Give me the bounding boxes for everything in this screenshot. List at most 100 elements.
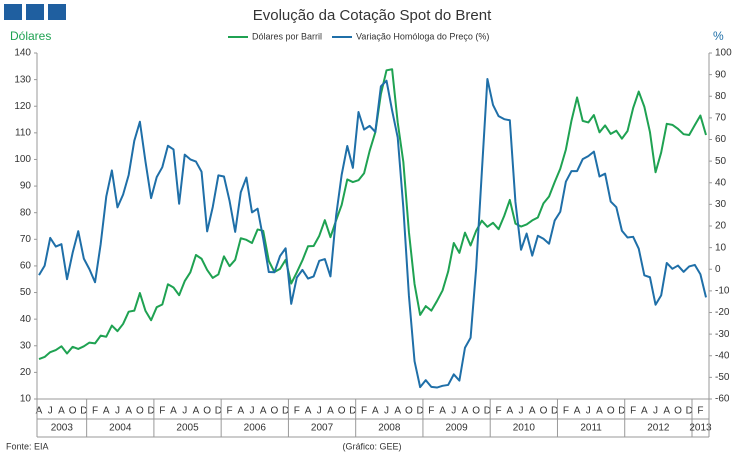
y2-tick-label: 80 — [715, 91, 727, 102]
x-tick-label: A — [305, 406, 312, 417]
chart-title: Evolução da Cotação Spot do Brent — [253, 7, 492, 24]
x-tick-label: F — [697, 406, 703, 417]
x-tick-label: A — [439, 406, 446, 417]
y2-tick-label: -40 — [715, 350, 730, 361]
x-tick-label: A — [529, 406, 536, 417]
x-tick-label: A — [170, 406, 177, 417]
x-tick-label: J — [653, 406, 658, 417]
y-tick-label: 20 — [20, 367, 32, 378]
x-tick-label: D — [618, 406, 625, 417]
x-tick-label: F — [294, 406, 300, 417]
y2-tick-label: -10 — [715, 286, 730, 297]
year-label: 2010 — [513, 423, 536, 434]
year-label: 2013 — [689, 423, 712, 434]
legend-label: Dólares por Barril — [252, 31, 322, 41]
x-tick-label: D — [282, 406, 289, 417]
x-tick-label: A — [574, 406, 581, 417]
y2-tick-label: -20 — [715, 307, 730, 318]
logo-block — [26, 4, 44, 20]
x-tick-label: A — [641, 406, 648, 417]
y2-tick-label: -50 — [715, 372, 730, 383]
year-label: 2005 — [176, 423, 199, 434]
x-tick-label: A — [103, 406, 110, 417]
x-tick-label: O — [271, 406, 279, 417]
x-tick-label: O — [607, 406, 615, 417]
y-tick-label: 30 — [20, 340, 32, 351]
year-label: 2006 — [244, 423, 267, 434]
year-label: 2007 — [311, 423, 334, 434]
x-tick-label: O — [136, 406, 144, 417]
series-line — [38, 77, 707, 389]
x-tick-label: O — [540, 406, 548, 417]
year-label: 2011 — [580, 423, 602, 434]
x-tick-label: F — [496, 406, 502, 417]
credit: (Gráfico: GEE) — [342, 441, 401, 451]
x-tick-label: D — [80, 406, 87, 417]
x-tick-label: D — [215, 406, 222, 417]
y-axis-label: Dólares — [10, 29, 51, 43]
y-tick-label: 90 — [20, 181, 32, 192]
x-tick-label: A — [237, 406, 244, 417]
y-tick-label: 110 — [15, 127, 31, 138]
y-tick-label: 60 — [20, 261, 32, 272]
year-label: 2003 — [51, 423, 74, 434]
x-tick-label: A — [394, 406, 401, 417]
y2-tick-label: 0 — [715, 264, 721, 275]
x-tick-label: F — [563, 406, 569, 417]
y-tick-label: 70 — [20, 234, 32, 245]
y-tick-label: 50 — [20, 287, 32, 298]
x-tick-label: D — [686, 406, 693, 417]
y-tick-label: 10 — [20, 394, 32, 405]
x-tick-label: J — [317, 406, 322, 417]
x-tick-label: J — [249, 406, 254, 417]
y2-tick-label: 60 — [715, 134, 727, 145]
x-tick-label: O — [472, 406, 480, 417]
x-tick-label: A — [260, 406, 267, 417]
logo-block — [4, 4, 22, 20]
x-tick-label: O — [69, 406, 77, 417]
legend-label: Variação Homóloga do Preço (%) — [356, 31, 489, 41]
y2-tick-label: 70 — [715, 113, 727, 124]
x-tick-label: A — [58, 406, 65, 417]
x-tick-label: A — [372, 406, 379, 417]
y2-tick-label: 40 — [715, 177, 727, 188]
y2-tick-label: -30 — [715, 329, 730, 340]
x-tick-label: O — [674, 406, 682, 417]
x-tick-label: A — [327, 406, 334, 417]
x-tick-label: F — [92, 406, 98, 417]
x-tick-label: J — [519, 406, 524, 417]
x-tick-label: D — [147, 406, 154, 417]
series-line — [38, 68, 707, 361]
y2-tick-label: 50 — [715, 156, 727, 167]
x-tick-label: F — [428, 406, 434, 417]
x-tick-label: J — [115, 406, 120, 417]
y2-tick-label: 30 — [715, 199, 727, 210]
y2-tick-label: 10 — [715, 242, 727, 253]
x-tick-label: D — [417, 406, 424, 417]
x-tick-label: O — [405, 406, 413, 417]
year-label: 2012 — [647, 423, 670, 434]
source: Fonte: EIA — [6, 441, 49, 451]
year-label: 2009 — [445, 423, 468, 434]
y-tick-label: 40 — [20, 314, 32, 325]
x-tick-label: A — [125, 406, 132, 417]
y-tick-label: 140 — [14, 48, 31, 59]
x-tick-label: O — [338, 406, 346, 417]
x-tick-label: A — [462, 406, 469, 417]
year-label: 2008 — [378, 423, 401, 434]
x-tick-label: J — [586, 406, 591, 417]
x-tick-label: D — [349, 406, 356, 417]
x-tick-label: A — [36, 406, 43, 417]
x-tick-label: A — [596, 406, 603, 417]
y-tick-label: 120 — [14, 101, 31, 112]
x-tick-label: D — [484, 406, 491, 417]
x-tick-label: J — [182, 406, 187, 417]
y2-tick-label: 20 — [715, 221, 727, 232]
x-tick-label: D — [551, 406, 558, 417]
x-tick-label: A — [193, 406, 200, 417]
x-tick-label: O — [203, 406, 211, 417]
y-tick-label: 80 — [20, 207, 32, 218]
y2-axis-label: % — [713, 29, 724, 43]
x-tick-label: A — [506, 406, 513, 417]
